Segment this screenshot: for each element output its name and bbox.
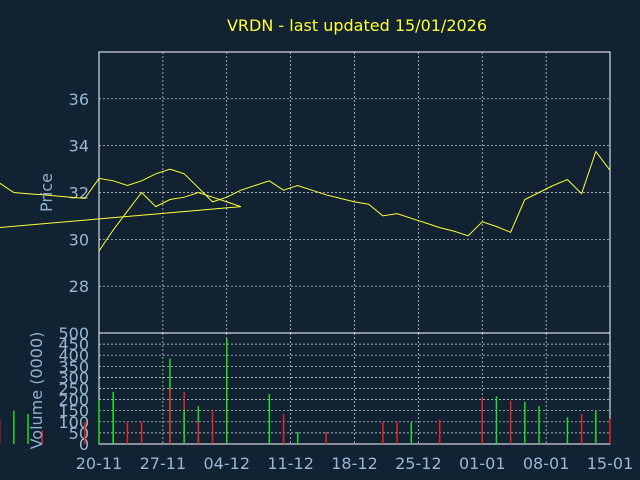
x-axis: 20-11 27-11 04-12 11-12 18-12 25-12 01-01 08-01… (76, 454, 634, 473)
volume-tick-label: 100 (58, 413, 89, 432)
price-tick-label: 32 (69, 184, 89, 203)
volume-tick-label: 0 (79, 435, 89, 454)
x-tick-label: 25-12 (395, 454, 442, 473)
volume-tick-label: 250 (58, 380, 89, 399)
volume-tick-label: 450 (58, 335, 89, 354)
volume-tick-label: 50 (69, 424, 89, 443)
volume-tick-label: 200 (58, 391, 89, 410)
volume-tick-label: 150 (58, 402, 89, 421)
volume-frame (98, 332, 611, 445)
volume-tick-label: 300 (58, 368, 89, 387)
x-tick-label: 11-12 (267, 454, 314, 473)
x-tick-label: 04-12 (204, 454, 251, 473)
volume-tick-label: 400 (58, 346, 89, 365)
price-tick-label: 34 (69, 137, 89, 156)
price-tick-label: 30 (69, 230, 89, 249)
price-tick-label: 36 (69, 90, 89, 109)
volume-tick-label: 350 (58, 357, 89, 376)
volume-axis-label: Volume (0000) (27, 332, 46, 450)
x-tick-label: 01-01 (459, 454, 506, 473)
x-tick-label: 08-01 (523, 454, 570, 473)
chart-title: VRDN - last updated 15/01/2026 (227, 16, 487, 35)
volume-tick-label: 500 (58, 324, 89, 343)
price-tick-label: 28 (69, 277, 89, 296)
price-axis-label: Price (37, 173, 56, 212)
x-tick-label: 20-11 (76, 454, 123, 473)
price-panel: 28 30 32 34 36 Price (0, 51, 611, 334)
x-tick-label: 27-11 (140, 454, 187, 473)
price-series-line (0, 150, 611, 252)
x-tick-label: 15-01 (587, 454, 634, 473)
x-tick-label: 18-12 (331, 454, 378, 473)
